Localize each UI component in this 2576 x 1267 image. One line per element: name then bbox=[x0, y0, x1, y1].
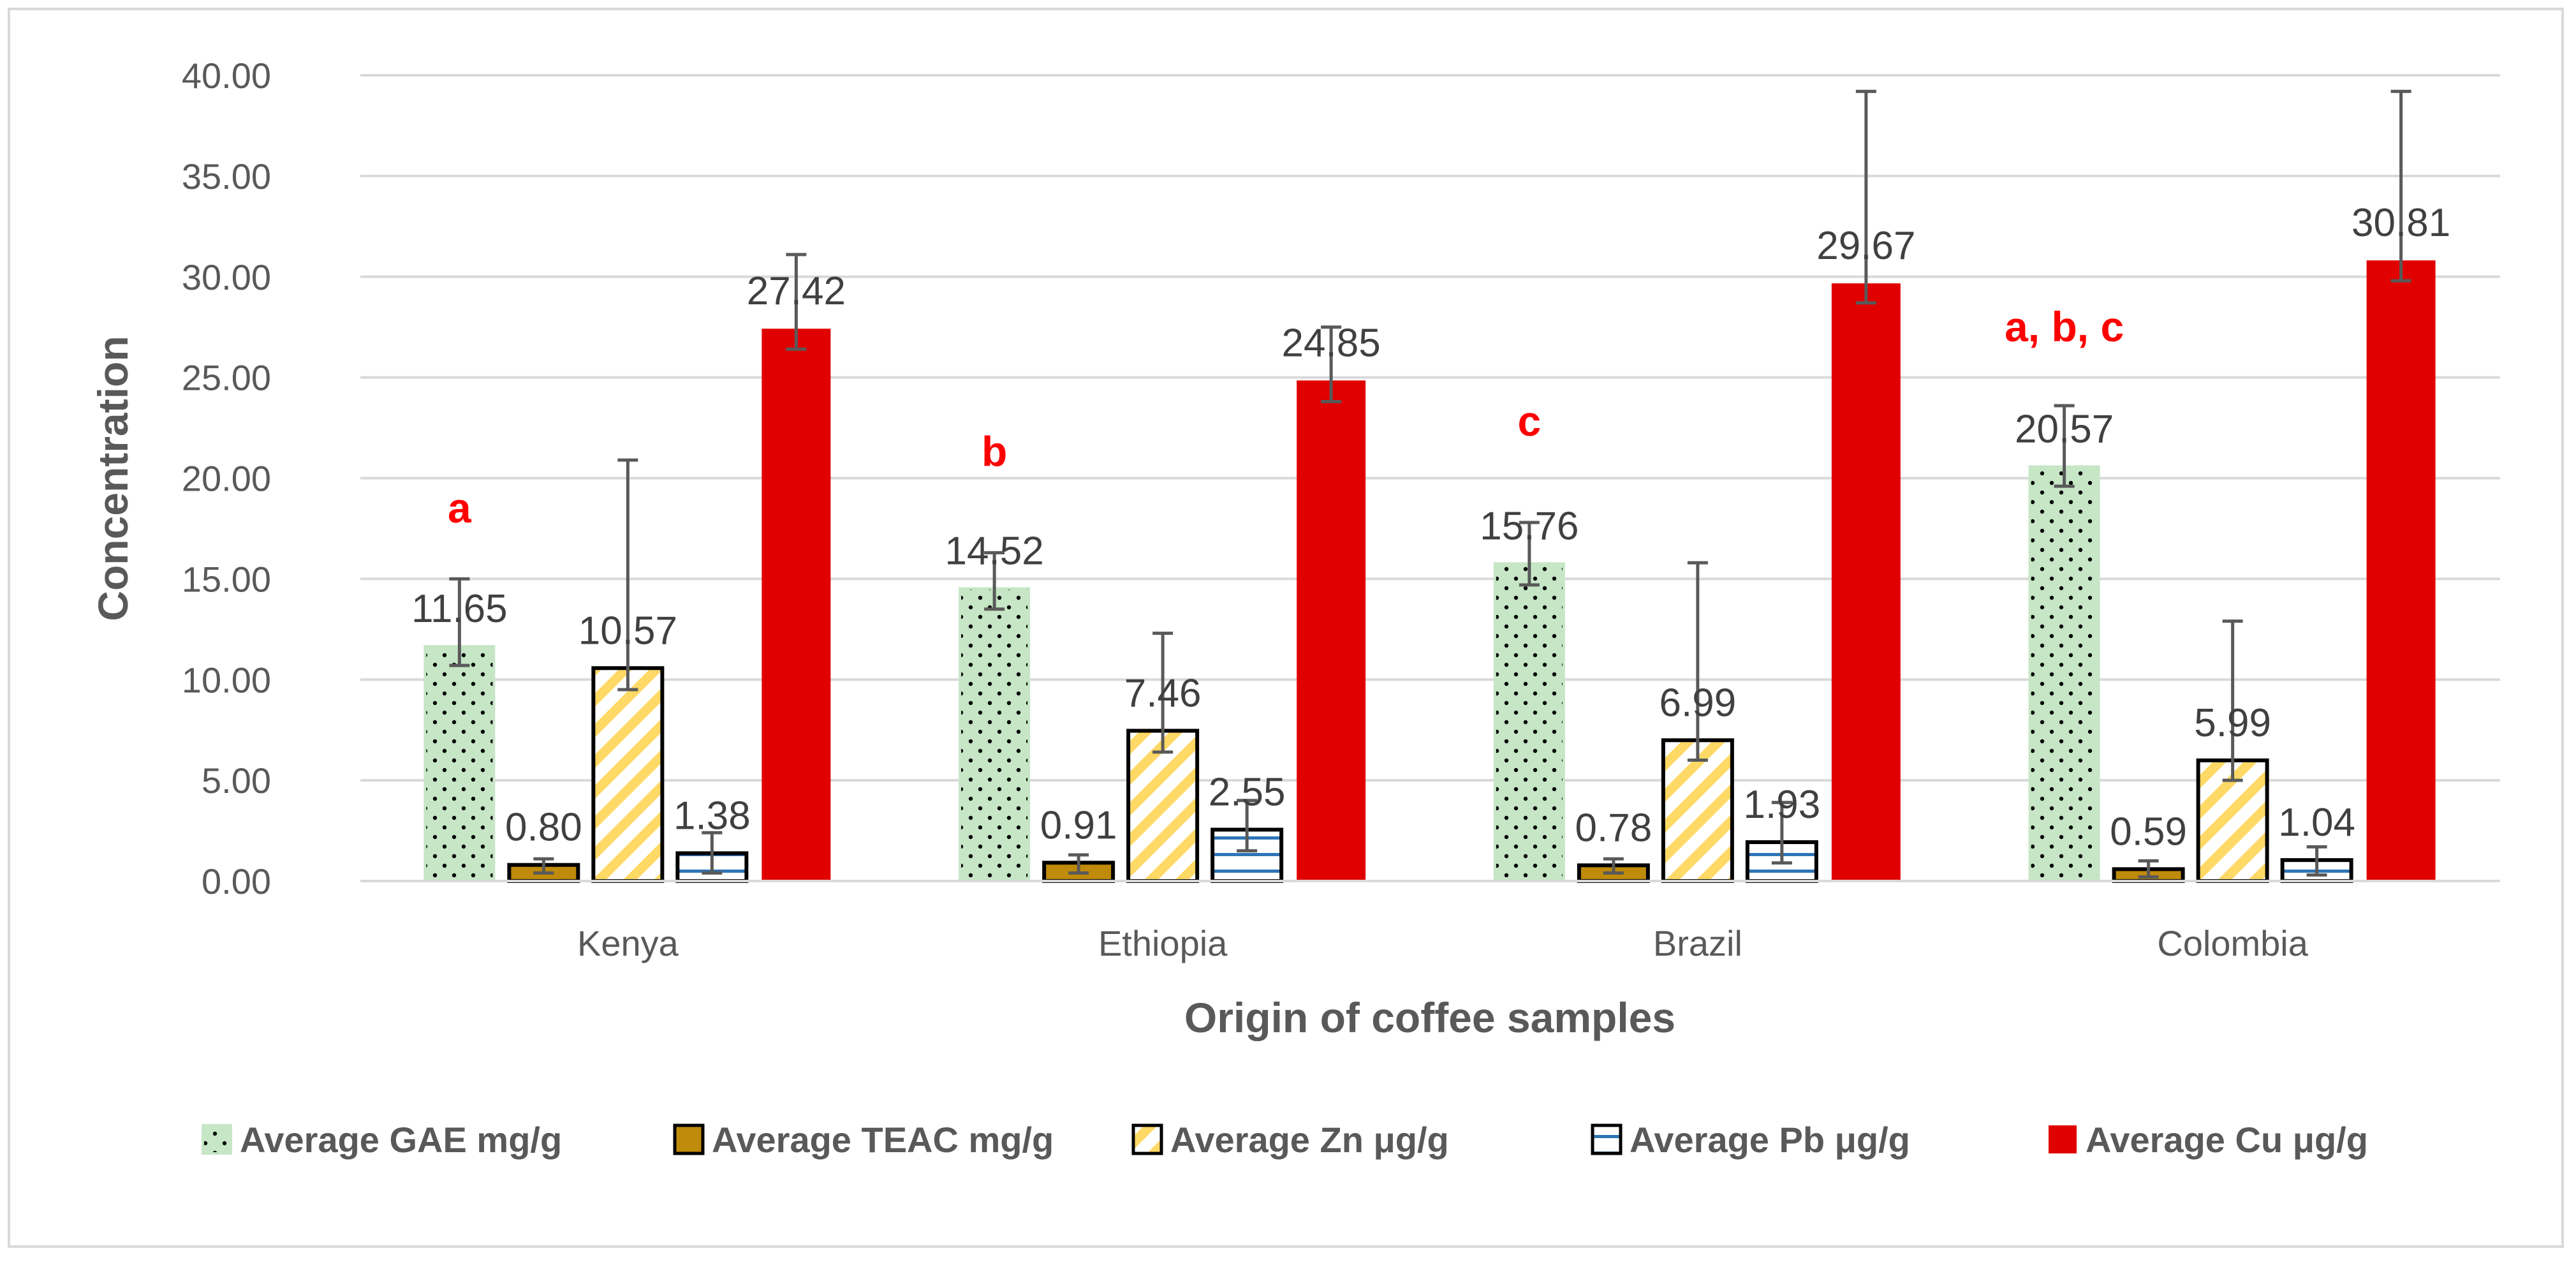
significance-letter: a bbox=[448, 484, 472, 531]
data-label: 1.38 bbox=[673, 794, 751, 838]
data-label: 2.55 bbox=[1209, 770, 1286, 814]
significance-annotations: a b c a, b, c bbox=[448, 303, 2124, 531]
legend-entry: Average Cu μg/g bbox=[2049, 1120, 2368, 1160]
data-label: 5.99 bbox=[2194, 701, 2271, 745]
x-category-label: Ethiopia bbox=[1098, 923, 1228, 963]
bar bbox=[2028, 465, 2100, 882]
bar bbox=[1661, 738, 1734, 884]
legend-label: Average Zn μg/g bbox=[1170, 1120, 1449, 1160]
legend-swatch bbox=[1591, 1123, 1623, 1155]
legend-entry: Average Pb μg/g bbox=[1591, 1120, 1910, 1160]
legend: Average GAE mg/g Average TEAC mg/g Average… bbox=[202, 1120, 2368, 1160]
data-labels: 11.65 14.52 15.76 20.57 0.80 0.91 0.78 0.59 10.5… bbox=[411, 201, 2450, 854]
x-axis-categories: Kenya Ethiopia Brazil Colombia bbox=[577, 923, 2309, 963]
y-tick-label: 0.00 bbox=[202, 861, 271, 901]
legend-swatch bbox=[1131, 1123, 1163, 1155]
chart-border bbox=[8, 8, 2564, 1248]
data-label: 15.76 bbox=[1480, 504, 1579, 548]
y-tick-label: 20.00 bbox=[182, 459, 271, 499]
bar bbox=[1831, 283, 1901, 881]
legend-entry: Average TEAC mg/g bbox=[673, 1120, 1054, 1160]
significance-letter: a, b, c bbox=[2005, 303, 2124, 350]
gridlines bbox=[360, 74, 2500, 782]
y-tick-label: 10.00 bbox=[182, 660, 271, 700]
significance-letter: c bbox=[1518, 397, 1542, 445]
y-tick-label: 40.00 bbox=[182, 56, 271, 96]
data-label: 27.42 bbox=[747, 269, 846, 313]
data-label: 0.91 bbox=[1040, 803, 1117, 847]
bar bbox=[2366, 260, 2436, 881]
data-label: 29.67 bbox=[1816, 224, 1915, 268]
legend-label: Average GAE mg/g bbox=[240, 1120, 562, 1160]
y-tick-label: 35.00 bbox=[182, 156, 271, 196]
data-label: 0.78 bbox=[1575, 806, 1652, 850]
x-category-label: Kenya bbox=[577, 923, 679, 963]
data-label: 24.85 bbox=[1282, 321, 1381, 365]
legend-swatch bbox=[202, 1124, 232, 1155]
data-label: 7.46 bbox=[1124, 671, 1202, 715]
y-tick-label: 25.00 bbox=[182, 358, 271, 398]
legend-swatch bbox=[673, 1123, 705, 1155]
data-label: 20.57 bbox=[2015, 408, 2114, 452]
bar bbox=[591, 666, 665, 883]
bar bbox=[959, 587, 1031, 882]
data-label: 30.81 bbox=[2352, 201, 2450, 245]
y-tick-label: 30.00 bbox=[182, 257, 271, 297]
error-bars bbox=[449, 89, 2411, 879]
data-label: 0.80 bbox=[505, 806, 582, 850]
data-label: 1.93 bbox=[1744, 783, 1821, 827]
y-tick-label: 5.00 bbox=[202, 760, 271, 801]
x-axis-title: Origin of coffee samples bbox=[1184, 994, 1675, 1041]
data-label: 10.57 bbox=[578, 609, 677, 653]
legend-swatch bbox=[2049, 1125, 2077, 1153]
legend-label: Average Cu μg/g bbox=[2086, 1120, 2368, 1160]
legend-label: Average TEAC mg/g bbox=[712, 1120, 1054, 1160]
significance-letter: b bbox=[982, 428, 1007, 475]
legend-entry: Average Zn μg/g bbox=[1131, 1120, 1449, 1160]
x-category-label: Colombia bbox=[2157, 923, 2308, 963]
x-category-label: Brazil bbox=[1653, 923, 1742, 963]
y-axis-title: Concentration bbox=[89, 336, 136, 621]
legend-label: Average Pb μg/g bbox=[1630, 1120, 1910, 1160]
data-label: 0.59 bbox=[2110, 810, 2187, 854]
data-label: 11.65 bbox=[411, 587, 508, 631]
bar bbox=[1297, 380, 1366, 881]
data-label: 14.52 bbox=[945, 530, 1044, 574]
data-label: 1.04 bbox=[2278, 801, 2355, 845]
bars bbox=[423, 260, 2436, 884]
y-tick-label: 15.00 bbox=[182, 559, 271, 599]
y-axis-ticks: 0.00 5.00 10.00 15.00 20.00 25.00 30.00 35.00 40… bbox=[182, 56, 271, 901]
bar bbox=[423, 645, 496, 882]
data-label: 6.99 bbox=[1660, 681, 1737, 725]
bar bbox=[1493, 562, 1565, 882]
legend-entry: Average GAE mg/g bbox=[202, 1120, 562, 1160]
bar bbox=[762, 329, 831, 881]
